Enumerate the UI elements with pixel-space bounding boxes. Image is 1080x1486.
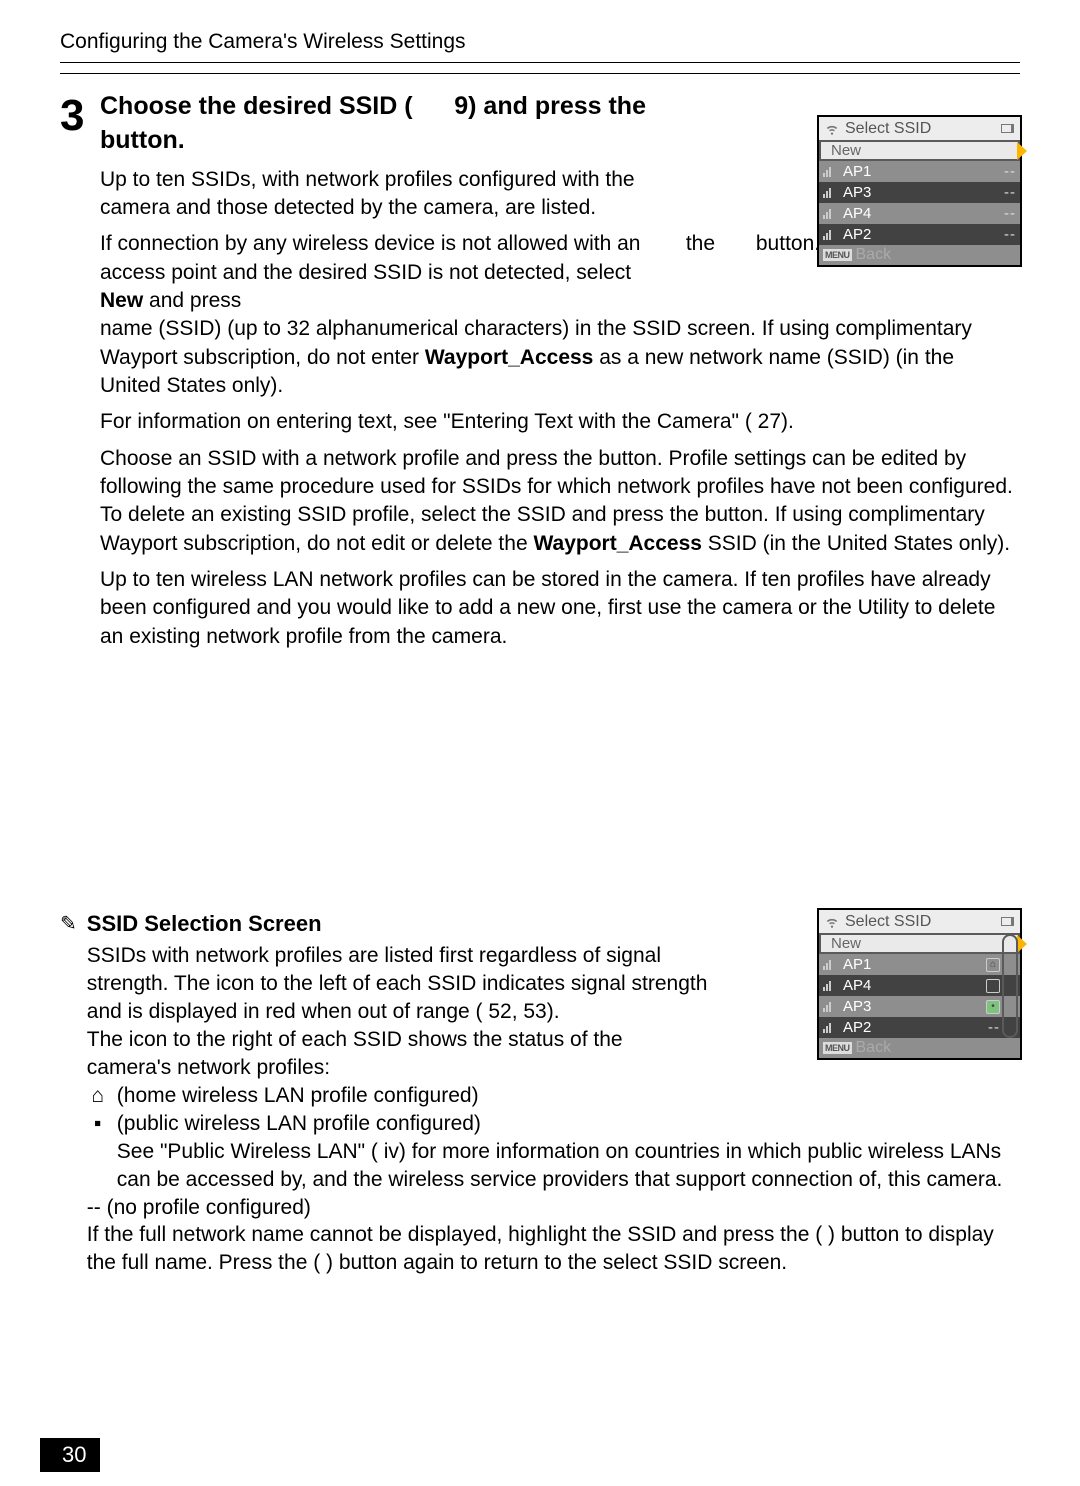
- lcd-highlight-column: [1002, 934, 1018, 1038]
- lcd-title-text: Select SSID: [845, 913, 931, 931]
- section-rule: [60, 73, 1020, 74]
- lcd-title: Select SSID: [819, 117, 1020, 140]
- lcd-row[interactable]: AP4 ⌂: [819, 975, 1020, 996]
- menu-tag: MENU: [823, 249, 852, 261]
- lcd-row-label: AP3: [843, 184, 871, 201]
- signal-icon: [823, 1022, 837, 1033]
- lcd-row[interactable]: AP3 •: [819, 996, 1020, 1017]
- lcd-row[interactable]: AP3 --: [819, 182, 1020, 203]
- lcd-row-label: AP4: [843, 205, 871, 222]
- bullet-subtext: See "Public Wireless LAN" ( iv) for more…: [117, 1140, 1003, 1191]
- note-p2: The icon to the right of each SSID shows…: [87, 1026, 697, 1082]
- signal-icon: [823, 229, 837, 240]
- bullet-text: (home wireless LAN profile configured): [117, 1082, 1020, 1110]
- bullet-text: -- (no profile configured): [87, 1194, 1020, 1222]
- signal-icon: [823, 1001, 837, 1012]
- step-title-part: 9) and press the: [454, 92, 646, 120]
- note-bullets: ⌂ (home wireless LAN profile configured)…: [87, 1082, 1020, 1222]
- home-badge: ⌂: [986, 979, 1000, 993]
- lcd-select-ssid-1: Select SSID New AP1 -- AP3 -- AP4 -- AP2…: [817, 115, 1022, 267]
- lcd-row-label: AP1: [843, 163, 871, 180]
- step-title: Choose the desired SSID ( 9) and press t…: [100, 90, 680, 158]
- step-title-part: Choose the desired SSID (: [100, 92, 413, 120]
- step-p1: Up to ten SSIDs, with network profiles c…: [100, 166, 680, 223]
- note-p1: SSIDs with network profiles are listed f…: [87, 942, 737, 1026]
- lcd-row-suffix: --: [1004, 163, 1016, 180]
- lcd-back[interactable]: MENU Back: [819, 245, 1020, 265]
- lcd-row-new[interactable]: New: [819, 140, 1020, 161]
- lcd-row-label: AP4: [843, 977, 871, 994]
- home-badge: ⌂: [986, 958, 1000, 972]
- running-head: Configuring the Camera's Wireless Settin…: [60, 30, 1020, 63]
- lcd-row-label: AP2: [843, 1019, 871, 1036]
- lcd-row[interactable]: AP2 --: [819, 1017, 1020, 1038]
- lcd-back[interactable]: MENU Back: [819, 1038, 1020, 1058]
- text: SSID (in the United States only).: [702, 532, 1010, 555]
- bullet-public: ▪ (public wireless LAN profile configure…: [87, 1110, 1020, 1194]
- home-icon: ⌂: [87, 1082, 109, 1110]
- battery-icon: [1001, 917, 1014, 926]
- lcd-back-label: Back: [856, 1039, 892, 1057]
- lcd-row-suffix: --: [1004, 226, 1016, 243]
- bullet-text: (public wireless LAN profile configured): [117, 1112, 481, 1135]
- lcd-title: Select SSID: [819, 910, 1020, 933]
- public-icon: ▪: [87, 1110, 109, 1194]
- signal-icon: [823, 980, 837, 991]
- page-number: 30: [40, 1438, 100, 1472]
- lcd-title-text: Select SSID: [845, 120, 931, 138]
- signal-icon: [823, 166, 837, 177]
- text: and press: [143, 289, 241, 312]
- lcd-new-label: New: [831, 935, 861, 952]
- text: If connection by any wireless device is …: [100, 232, 640, 283]
- lcd-new-label: New: [831, 142, 861, 159]
- lcd-row-suffix: --: [1004, 205, 1016, 222]
- bullet-home: ⌂ (home wireless LAN profile configured): [87, 1082, 1020, 1110]
- bold-wayport: Wayport_Access: [533, 532, 701, 555]
- signal-icon: [823, 187, 837, 198]
- lcd-row-suffix: --: [1004, 184, 1016, 201]
- signal-icon: [823, 208, 837, 219]
- lcd-row[interactable]: AP1 --: [819, 161, 1020, 182]
- step-title-part: button.: [100, 126, 185, 154]
- step-p4: Choose an SSID with a network profile an…: [100, 445, 1020, 558]
- bold-wayport: Wayport_Access: [425, 346, 593, 369]
- lcd-row[interactable]: AP2 --: [819, 224, 1020, 245]
- bold-new: New: [100, 289, 143, 312]
- bullet-none: -- (no profile configured): [87, 1194, 1020, 1222]
- battery-icon: [1001, 124, 1014, 133]
- lcd-row-label: AP1: [843, 956, 871, 973]
- lcd-row[interactable]: AP1 ⌂: [819, 954, 1020, 975]
- lcd-row-new[interactable]: New: [819, 933, 1020, 954]
- lcd-back-label: Back: [856, 246, 892, 264]
- public-badge: •: [986, 1000, 1000, 1014]
- signal-icon: [823, 959, 837, 970]
- lcd-row-suffix: --: [988, 1019, 1000, 1036]
- menu-tag: MENU: [823, 1042, 852, 1054]
- step-p5: Up to ten wireless LAN network profiles …: [100, 566, 1020, 651]
- lcd-select-ssid-2: Select SSID New AP1 ⌂ AP4 ⌂ AP3 • AP2 --…: [817, 908, 1022, 1060]
- step-number: 3: [60, 90, 100, 659]
- lcd-row[interactable]: AP4 --: [819, 203, 1020, 224]
- wifi-icon: [825, 915, 839, 929]
- step-p3: For information on entering text, see "E…: [100, 408, 1020, 436]
- note-icon: ✎: [60, 909, 77, 1277]
- wifi-icon: [825, 122, 839, 136]
- note-p3: If the full network name cannot be displ…: [87, 1221, 1020, 1277]
- lcd-row-label: AP2: [843, 226, 871, 243]
- lcd-row-label: AP3: [843, 998, 871, 1015]
